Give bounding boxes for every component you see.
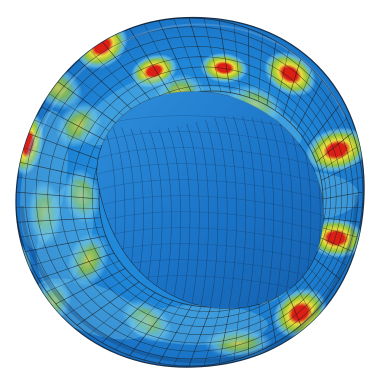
mesh-circumferential-line bbox=[71, 66, 337, 327]
inner-liner-grid-line bbox=[232, 115, 247, 307]
inner-liner-grid-line bbox=[242, 116, 256, 306]
mesh-circumferential-line bbox=[47, 46, 348, 344]
inner-liner-curve-line bbox=[97, 131, 324, 153]
mesh-circumferential-line bbox=[82, 76, 331, 319]
inner-liner-grid-line bbox=[167, 128, 181, 302]
inner-liner-lines bbox=[97, 115, 324, 308]
inner-liner-curve-line bbox=[97, 195, 324, 217]
tire-group bbox=[15, 16, 365, 368]
inner-liner-curve-line bbox=[97, 211, 324, 233]
inner-liner-curve-line bbox=[97, 179, 324, 201]
stress-hotspot-4 bbox=[263, 51, 317, 97]
inner-liner-grid-line bbox=[223, 116, 237, 308]
inner-liner-grid-line bbox=[205, 119, 219, 307]
inner-liner-curve-line bbox=[97, 227, 324, 249]
inner-liner-grid-line bbox=[279, 123, 293, 300]
stress-hotspot-3 bbox=[200, 52, 248, 84]
inner-liner-grid-line bbox=[195, 121, 209, 306]
inner-liner-curve-line bbox=[97, 243, 324, 265]
stress-hotspot-19 bbox=[27, 180, 63, 246]
mesh-circumferential-line bbox=[35, 35, 354, 352]
low-stress-band-4 bbox=[130, 305, 268, 345]
inner-liner-grid-line bbox=[149, 129, 163, 298]
inner-liner-grid-line bbox=[260, 118, 274, 304]
tire-shadow-rim bbox=[20, 194, 359, 364]
low-stress-band-2 bbox=[36, 183, 94, 289]
tire-highlight-rim bbox=[35, 23, 346, 147]
mesh-grid bbox=[16, 17, 364, 367]
mesh-circumferential-line bbox=[16, 17, 364, 367]
stress-hotspot-5 bbox=[305, 127, 365, 173]
inner-liner-curve-line bbox=[97, 147, 324, 169]
inner-liner-grid-line bbox=[158, 129, 172, 300]
inner-liner-grid-line bbox=[214, 117, 228, 307]
low-stress-band-5 bbox=[81, 76, 171, 146]
inner-liner-grid-line bbox=[186, 123, 200, 305]
mesh-circumferential-line bbox=[59, 56, 343, 335]
inner-liner-curve-line bbox=[97, 163, 324, 185]
stress-hotspot-15 bbox=[204, 328, 272, 358]
low-stress-band-3 bbox=[35, 278, 149, 340]
inner-liner-grid-line bbox=[270, 120, 284, 302]
stress-hotspot-12 bbox=[63, 168, 101, 224]
inner-liner-grid-line bbox=[288, 125, 302, 299]
stress-hotspot-14 bbox=[121, 299, 173, 343]
mesh-circumferential-line bbox=[24, 26, 359, 360]
inner-liner-grid-line bbox=[177, 126, 191, 303]
inner-liner-grid-line bbox=[251, 117, 265, 305]
